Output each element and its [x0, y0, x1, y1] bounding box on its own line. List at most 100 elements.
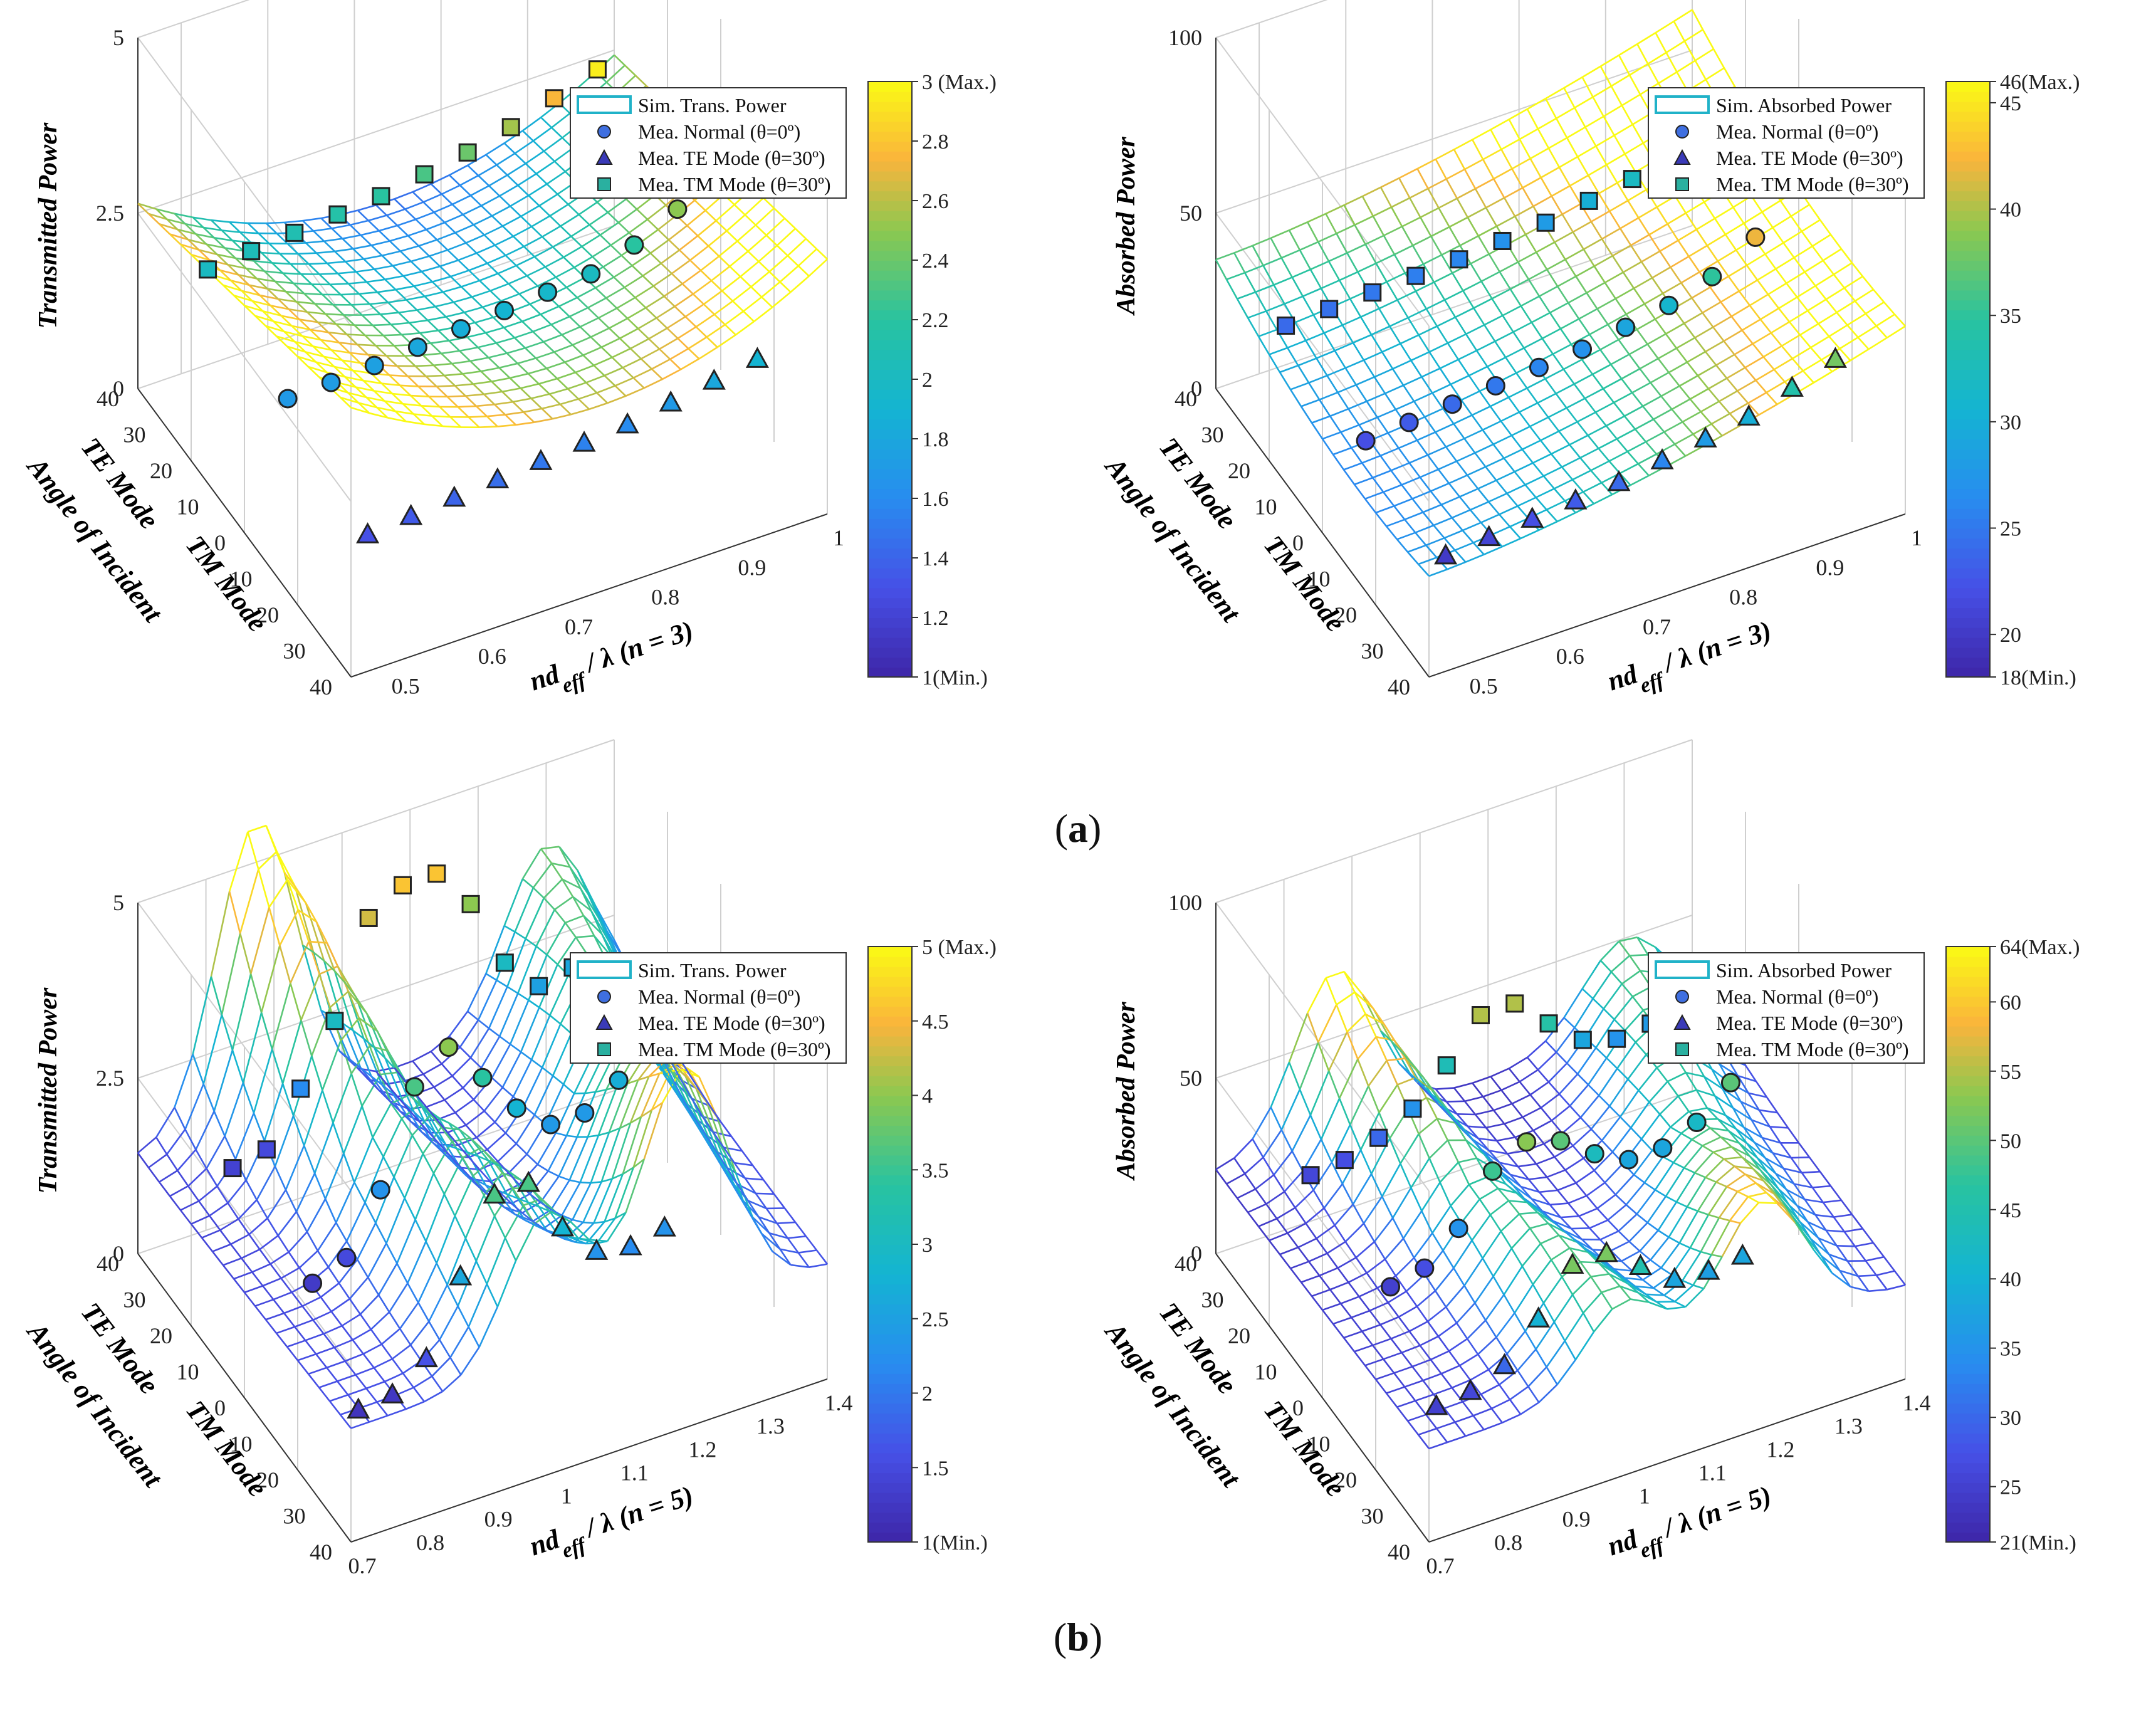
b-right-mesh-line [1299, 1089, 1312, 1116]
a-right-mesh-line [1551, 453, 1563, 468]
a-right-mesh-line [1348, 408, 1360, 426]
a-left-mesh-line [323, 355, 335, 367]
b-left-mesh-line [389, 1100, 401, 1113]
b-left-mesh-line [431, 1375, 444, 1392]
a-right-mesh-line [1447, 561, 1466, 570]
b-left-mesh-line [611, 1123, 632, 1180]
b-left-mesh-line [521, 848, 542, 879]
b-right-mesh-line [1398, 1316, 1410, 1332]
b-left-x-tick-label: 0.8 [416, 1530, 444, 1555]
b-right-mesh-line [1404, 1386, 1416, 1402]
a-left-mesh-line [399, 384, 412, 396]
caption-a-letter: a [1068, 806, 1088, 851]
b-left-mesh-line [777, 1221, 796, 1225]
a-left-mesh-line [625, 198, 637, 210]
b-right-mesh-line [1875, 1274, 1888, 1291]
a-left-point-te [702, 369, 726, 390]
b-right-point-te [1458, 1378, 1482, 1400]
b-right-mesh-line [1630, 1298, 1649, 1303]
b-left-mesh-line [422, 1153, 434, 1174]
b-right-mesh-line [1419, 1345, 1431, 1360]
b-left-mesh-line [748, 1200, 767, 1210]
a-right-mesh-line [1504, 197, 1516, 217]
b-left-mesh-line [308, 941, 320, 975]
b-right-mesh-line [1385, 1392, 1398, 1408]
b-left-mesh-line [298, 1250, 318, 1269]
b-right-mesh-line [1265, 1190, 1285, 1205]
a-left-mesh-line [506, 352, 518, 364]
a-right-mesh-line [1618, 43, 1638, 56]
a-left-colorbar-segment [868, 81, 912, 92]
a-left-mesh-line [697, 220, 717, 237]
b-left-mesh-line [155, 1136, 168, 1155]
b-right-mesh-line [1722, 1088, 1734, 1109]
b-right-mesh-line [1398, 1306, 1418, 1318]
a-left-mesh-line [706, 336, 718, 348]
a-left-colorbar-segment [868, 439, 912, 449]
b-right-mesh-line [1482, 1257, 1494, 1277]
b-left-mesh-line [367, 1242, 387, 1278]
b-left-mesh-line [322, 1089, 334, 1123]
b-right-mesh-line [1439, 1182, 1452, 1207]
b-right-mesh-line [1607, 1204, 1627, 1221]
b-right-mesh-line [1306, 1012, 1319, 1043]
b-right-mesh-line [1714, 1095, 1734, 1109]
b-right-mesh-line [1521, 1243, 1542, 1267]
a-left-mesh-line [546, 183, 558, 195]
b-right-mesh-line [1707, 1107, 1726, 1116]
a-left-mesh-line [458, 252, 477, 261]
b-right-mesh-line [1613, 1268, 1625, 1279]
a-left-mesh-line [441, 184, 461, 195]
a-left-mesh-line [432, 364, 445, 377]
a-left-mesh-line [340, 397, 352, 409]
b-left-mesh-line [357, 1259, 369, 1278]
b-left-point-normal [506, 1098, 526, 1118]
a-right-mesh-line [1384, 384, 1404, 394]
a-left-colorbar-segment [868, 488, 912, 499]
a-left-mesh-line [395, 285, 414, 291]
a-right-mesh-line [1541, 338, 1554, 355]
b-left-colorbar-segment [868, 1224, 912, 1235]
a-right-mesh-line [1723, 67, 1736, 87]
b-left-mesh-line [184, 1129, 197, 1150]
b-left-colorbar-segment [868, 1264, 912, 1275]
a-right-mesh-line [1712, 327, 1725, 342]
b-right-mesh-line [1492, 1276, 1505, 1296]
a-left-mesh-line [711, 266, 731, 281]
a-right-mesh-line [1854, 300, 1866, 315]
a-left-mesh-line [478, 342, 497, 349]
a-right-mesh-line [1378, 299, 1398, 310]
a-right-mesh-line [1279, 364, 1299, 374]
b-left-mesh-line [433, 1086, 446, 1101]
b-left-mesh-line [308, 940, 327, 944]
a-right-mesh-line [1679, 375, 1698, 387]
b-left-mesh-line [476, 1136, 488, 1150]
a-right-colorbar-segment [1946, 290, 1990, 301]
a-left-mesh-line [669, 348, 689, 360]
b-right-mesh-line [1467, 1125, 1487, 1129]
a-left-mesh-line [631, 252, 651, 266]
b-right-mesh-line [1567, 1195, 1587, 1204]
b-right-mesh-line [1613, 996, 1633, 1020]
b-right-mesh-line [1474, 1114, 1487, 1128]
b-right-mesh-line [1257, 1225, 1270, 1241]
b-right-mesh-line [1343, 1330, 1363, 1339]
b-left-mesh-line [598, 1131, 610, 1136]
a-left-mesh-line [635, 75, 647, 87]
a-right-mesh-line [1665, 322, 1685, 335]
b-right-mesh-line [1648, 1101, 1661, 1115]
a-right-mesh-line [1549, 312, 1562, 330]
b-right-mesh-line [1611, 1298, 1631, 1310]
b-left-mesh-line [572, 1219, 583, 1224]
a-left-mesh-line [605, 65, 625, 83]
a-right-mesh-line [1308, 374, 1327, 384]
b-right-mesh-line [1638, 1089, 1650, 1103]
b-left-mesh-line [329, 1393, 348, 1402]
a-right-mesh-line [1639, 357, 1659, 370]
b-right-mesh-line [1759, 1202, 1777, 1205]
b-left-mesh-line [483, 1086, 503, 1112]
a-left-mesh-line [563, 256, 575, 268]
b-right-mesh-line [1601, 1140, 1613, 1153]
b-right-mesh-line [1604, 1182, 1616, 1195]
b-right-mesh-line [1215, 1157, 1235, 1170]
